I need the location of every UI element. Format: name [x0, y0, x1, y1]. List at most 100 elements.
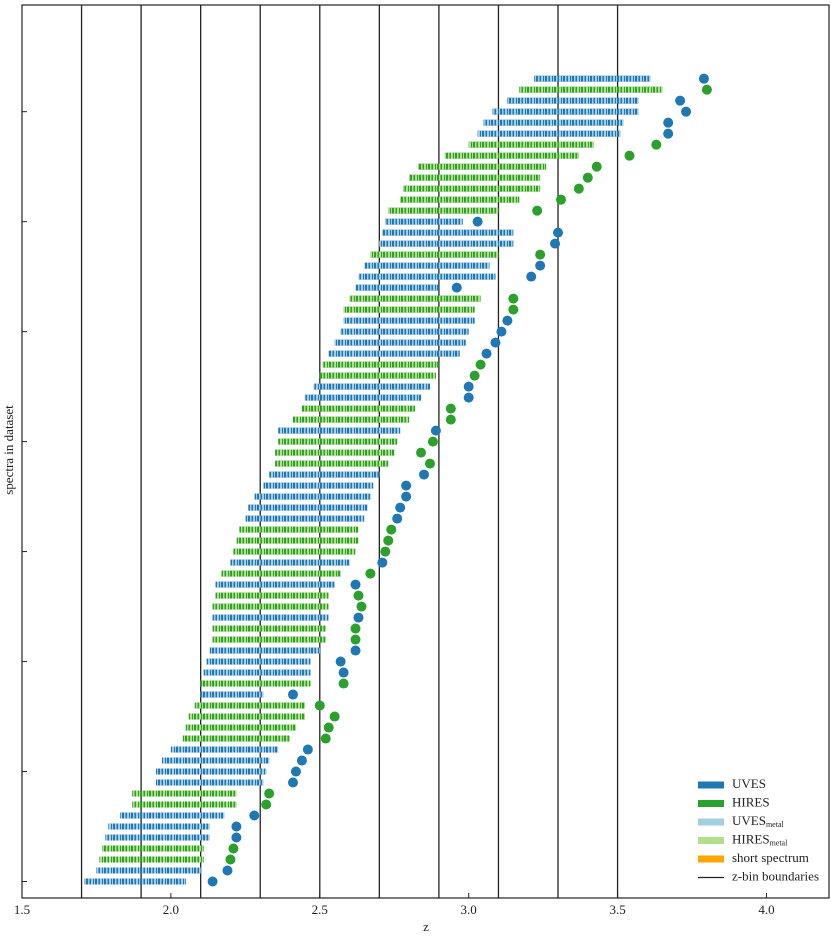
metal-region: [200, 680, 311, 687]
legend-text: z-bin boundaries: [732, 868, 819, 883]
metal-region: [343, 317, 475, 324]
metal-region: [278, 427, 401, 434]
metal-region: [519, 86, 663, 93]
metal-region: [304, 394, 422, 401]
quasar-redshift: [392, 513, 403, 524]
metal-region: [239, 526, 359, 533]
quasar-redshift: [329, 711, 340, 722]
metal-region: [409, 174, 541, 181]
quasar-redshift: [225, 854, 236, 865]
x-tick-label: 3.0: [461, 902, 477, 917]
metal-region: [477, 130, 621, 137]
metal-region: [379, 240, 514, 247]
legend-swatch: [698, 781, 724, 789]
quasar-redshift: [287, 689, 298, 700]
metal-region: [507, 97, 639, 104]
quasar-redshift: [207, 876, 218, 887]
quasar-redshift: [502, 315, 513, 326]
legend-text: HIRES: [732, 831, 770, 846]
quasar-redshift: [287, 777, 298, 788]
metal-region: [215, 592, 329, 599]
quasar-redshift: [463, 392, 474, 403]
quasar-redshift: [395, 502, 406, 513]
quasar-redshift: [323, 722, 334, 733]
legend-label: HIRESmetal: [732, 831, 788, 847]
quasar-redshift: [228, 843, 239, 854]
quasar-redshift: [231, 821, 242, 832]
quasar-redshift: [475, 359, 486, 370]
legend-swatch: [698, 800, 724, 807]
metal-region: [132, 790, 237, 797]
quasar-redshift: [231, 832, 242, 843]
metal-region: [120, 812, 225, 819]
quasar-redshift: [535, 249, 546, 260]
metal-region: [209, 647, 320, 654]
metal-region: [212, 636, 326, 643]
metal-region: [156, 779, 264, 786]
legend-text: UVES: [732, 776, 766, 791]
metal-region: [99, 856, 204, 863]
metal-region: [188, 713, 305, 720]
quasar-redshift: [430, 425, 441, 436]
quasar-redshift: [419, 469, 430, 480]
quasar-redshift: [416, 447, 427, 458]
metal-region: [156, 768, 267, 775]
quasar-redshift: [353, 590, 364, 601]
legend-label: short spectrum: [732, 850, 809, 865]
metal-region: [269, 471, 380, 478]
quasar-redshift: [222, 865, 233, 876]
quasar-redshift: [469, 370, 480, 381]
metal-region: [400, 196, 520, 203]
quasar-redshift: [526, 271, 537, 282]
quasar-redshift: [463, 381, 474, 392]
metal-region: [385, 218, 463, 225]
quasar-redshift: [296, 755, 307, 766]
quasar-redshift: [356, 601, 367, 612]
metal-region: [292, 416, 410, 423]
metal-region: [355, 284, 439, 291]
metal-region: [194, 702, 305, 709]
quasar-redshift: [338, 667, 349, 678]
quasar-redshift: [290, 766, 301, 777]
quasar-redshift: [582, 172, 593, 183]
legend-label: HIRES: [732, 794, 770, 809]
quasar-redshift: [445, 403, 456, 414]
legend-subscript: metal: [770, 838, 789, 847]
metal-region: [388, 207, 499, 214]
metal-region: [275, 449, 395, 456]
y-axis-label: spectra in dataset: [1, 405, 16, 495]
metal-region: [278, 438, 398, 445]
quasar-redshift: [350, 645, 361, 656]
metal-region: [328, 350, 460, 357]
x-tick-label: 3.5: [609, 902, 625, 917]
x-tick-label: 1.5: [14, 902, 30, 917]
metal-region: [403, 185, 541, 192]
quasar-redshift: [663, 128, 674, 139]
quasar-redshift: [314, 700, 325, 711]
quasar-redshift: [508, 293, 519, 304]
metal-region: [534, 75, 651, 82]
metal-region: [84, 878, 186, 885]
quasar-redshift: [532, 205, 543, 216]
quasar-redshift: [591, 161, 602, 172]
plot-frame: [21, 4, 830, 899]
quasar-redshift: [698, 73, 709, 84]
metal-region: [492, 108, 639, 115]
quasar-redshift: [386, 524, 397, 535]
quasar-redshift: [451, 282, 462, 293]
quasar-redshift: [553, 227, 564, 238]
metal-region: [382, 229, 514, 236]
quasar-redshift: [550, 238, 561, 249]
legend-text: UVES: [732, 813, 766, 828]
quasar-redshift: [338, 678, 349, 689]
quasar-redshift: [335, 656, 346, 667]
x-tick-label: 2.0: [163, 902, 179, 917]
quasar-redshift: [701, 84, 712, 95]
quasar-redshift: [445, 414, 456, 425]
metal-region: [200, 691, 264, 698]
metal-region: [233, 548, 356, 555]
legend-label: UVESmetal: [732, 813, 785, 829]
metal-region: [468, 141, 594, 148]
legend-label: z-bin boundaries: [732, 868, 819, 883]
